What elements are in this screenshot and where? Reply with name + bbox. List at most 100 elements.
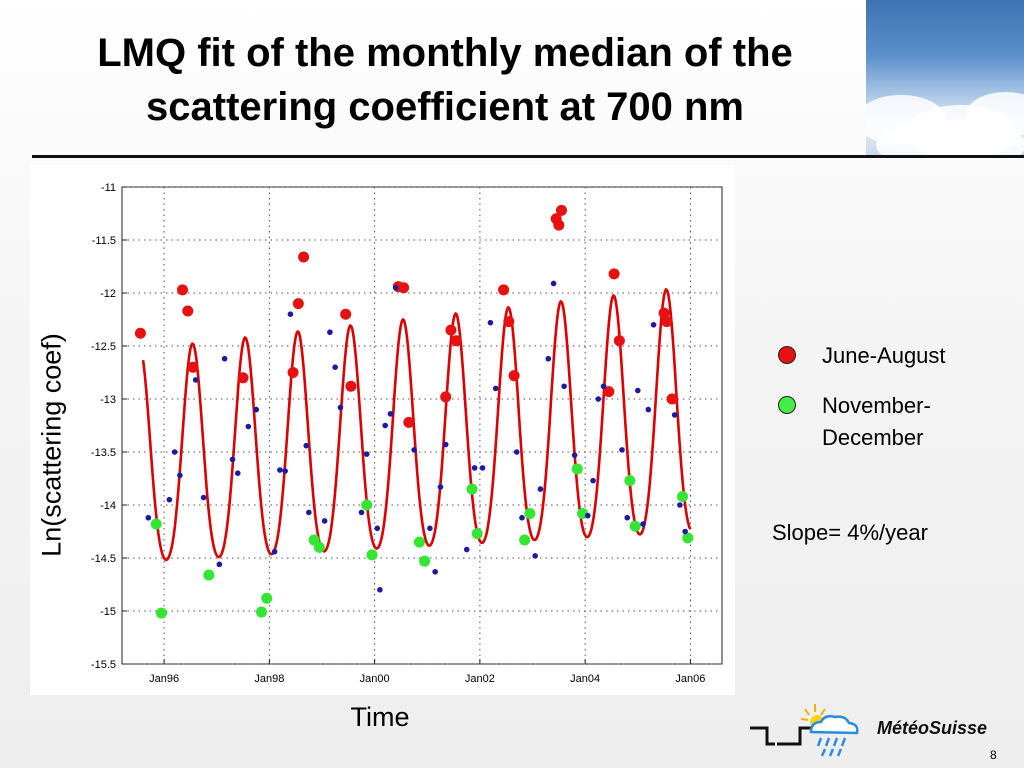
- summer-point: [658, 307, 670, 319]
- summer-point: [666, 393, 678, 405]
- other-month-point: [584, 512, 591, 519]
- summer-point: [603, 386, 615, 398]
- other-month-point: [321, 518, 328, 524]
- summer-point: [187, 361, 199, 373]
- summer-point: [661, 316, 673, 328]
- winter-point: [150, 518, 162, 530]
- other-month-point: [363, 451, 370, 457]
- point-layer: [134, 204, 694, 619]
- y-tick-label: -15.5: [91, 659, 116, 671]
- grid-layer: [122, 186, 722, 665]
- other-month-point: [192, 377, 199, 383]
- other-month-point: [332, 364, 338, 370]
- winter-point: [682, 532, 694, 544]
- other-month-point: [411, 447, 417, 453]
- summer-point: [555, 204, 567, 216]
- other-month-point: [282, 468, 288, 474]
- x-tick-label: Jan00: [360, 673, 390, 685]
- winter-point: [466, 483, 478, 495]
- lmq-fit-line: [141, 288, 692, 562]
- other-month-point: [271, 548, 278, 555]
- other-month-point: [221, 355, 228, 362]
- summer-point: [450, 335, 462, 347]
- summer-point: [298, 251, 310, 263]
- y-tick-label: -13.5: [91, 447, 116, 459]
- legend-winter-label-2: December: [822, 425, 924, 450]
- summer-point: [237, 372, 249, 384]
- other-month-point: [177, 472, 183, 479]
- other-month-point: [619, 447, 625, 453]
- y-tick-label: -11: [101, 182, 116, 194]
- red-dot-icon: [778, 346, 796, 364]
- winter-point: [255, 606, 267, 618]
- winter-point: [419, 555, 431, 567]
- winter-point: [361, 499, 373, 511]
- other-month-point: [634, 387, 641, 394]
- fit-layer: [141, 288, 692, 562]
- other-month-point: [253, 406, 260, 413]
- other-month-point: [200, 494, 207, 501]
- title-divider: [32, 155, 1024, 158]
- other-month-point: [561, 383, 567, 390]
- winter-point: [677, 491, 689, 503]
- other-month-point: [595, 396, 602, 402]
- other-month-point: [303, 442, 310, 449]
- sun-cloud-rain-icon: [750, 704, 859, 757]
- other-month-point: [287, 311, 294, 317]
- other-month-point: [463, 546, 470, 553]
- summer-point: [182, 305, 194, 317]
- legend: June-August November- December: [778, 340, 1018, 472]
- x-axis-label: Time: [350, 702, 410, 732]
- winter-point: [366, 549, 378, 561]
- slide-title-line-2: scattering coefficient at 700 nm: [146, 85, 744, 129]
- summer-point: [440, 391, 452, 403]
- other-month-point: [640, 521, 646, 527]
- x-tick-label: Jan96: [149, 673, 179, 685]
- meteosuisse-logo: MétéoSuisse: [745, 700, 1005, 760]
- summer-point: [292, 298, 304, 310]
- other-month-point: [166, 496, 173, 503]
- winter-point: [261, 592, 273, 604]
- other-month-point: [600, 383, 607, 390]
- plot-frame: [121, 186, 723, 665]
- other-month-point: [392, 284, 399, 291]
- other-month-point: [479, 465, 486, 471]
- other-month-point: [590, 477, 596, 484]
- summer-point: [134, 327, 146, 339]
- summer-point: [403, 416, 415, 428]
- summer-point: [287, 367, 299, 378]
- other-month-point: [624, 514, 631, 521]
- page-number: 8: [990, 748, 997, 762]
- summer-point: [340, 308, 352, 320]
- other-month-point: [537, 486, 544, 492]
- y-tick-label: -11.5: [92, 235, 116, 247]
- summer-point: [613, 335, 625, 347]
- winter-point: [571, 463, 583, 475]
- other-month-point: [571, 452, 578, 458]
- y-tick-label: -13: [100, 394, 116, 406]
- other-month-point: [677, 502, 683, 508]
- other-month-point: [487, 319, 494, 326]
- other-month-point: [374, 525, 381, 532]
- other-month-point: [377, 587, 383, 593]
- winter-point: [413, 536, 425, 548]
- y-tick-label: -12: [100, 288, 116, 300]
- other-month-point: [545, 355, 552, 362]
- y-tick-label: -12.5: [91, 341, 116, 353]
- summer-point: [398, 282, 410, 294]
- summer-point: [553, 219, 565, 231]
- other-month-point: [437, 484, 444, 490]
- x-tick-label: Jan02: [465, 673, 495, 685]
- winter-point: [624, 475, 636, 487]
- other-month-point: [427, 525, 433, 532]
- other-month-point: [532, 553, 538, 559]
- legend-summer-label: June-August: [822, 343, 946, 368]
- slide-title: LMQ fit of the monthly median of the sca…: [30, 26, 860, 134]
- legend-winter-label-1: November-: [822, 393, 931, 418]
- other-month-point: [234, 470, 241, 477]
- axis-layer: -11 -11.5 -12 -12.5 -13 -13.5 -14 -14.5 -15 -15.5…: [91, 182, 705, 685]
- other-month-point: [327, 329, 333, 336]
- other-month-point: [550, 280, 557, 287]
- winter-point: [203, 569, 215, 581]
- winter-point: [313, 541, 325, 553]
